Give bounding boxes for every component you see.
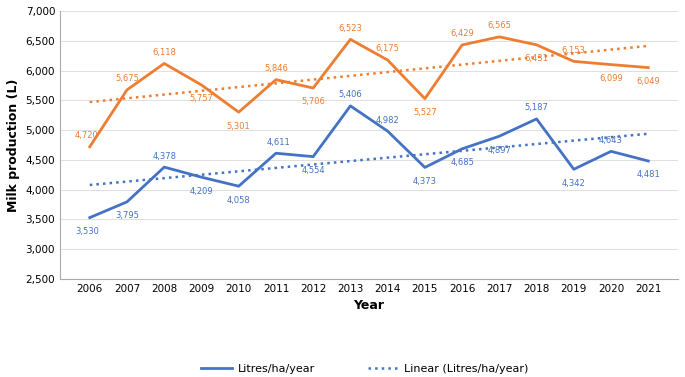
Linear (Litres/cow/year): [556, 52, 564, 57]
Litres/ha/year: [607, 149, 615, 153]
Litres/ha/year: [272, 151, 280, 155]
Text: 6,431: 6,431: [525, 54, 549, 63]
Text: 5,675: 5,675: [115, 74, 139, 83]
Text: 6,118: 6,118: [152, 48, 176, 57]
Text: 4,611: 4,611: [267, 138, 290, 147]
Line: Linear (Litres/ha/year): Linear (Litres/ha/year): [90, 134, 648, 185]
Text: 4,481: 4,481: [636, 170, 660, 179]
Litres/cow/year: [644, 65, 652, 70]
Line: Litres/cow/year: Litres/cow/year: [90, 37, 648, 147]
Text: 4,720: 4,720: [75, 131, 99, 140]
Linear (Litres/ha/year): [556, 139, 564, 144]
Legend: Litres/ha/year, Litres/cow/year, Linear (Litres/ha/year), Linear (Litres/cow/yea: Litres/ha/year, Litres/cow/year, Linear …: [197, 360, 541, 377]
Linear (Litres/ha/year): [86, 183, 94, 187]
Litres/cow/year: [197, 83, 205, 87]
Y-axis label: Milk production (L): Milk production (L): [7, 78, 20, 211]
Text: 6,523: 6,523: [338, 24, 362, 33]
Text: 5,706: 5,706: [301, 97, 325, 106]
Linear (Litres/ha/year): [88, 182, 96, 187]
Litres/ha/year: [234, 184, 242, 188]
Line: Litres/ha/year: Litres/ha/year: [90, 106, 648, 218]
Litres/cow/year: [234, 110, 242, 114]
Litres/cow/year: [384, 58, 392, 62]
Text: 6,429: 6,429: [450, 29, 474, 38]
Litres/cow/year: [86, 144, 94, 149]
Litres/cow/year: [123, 87, 131, 92]
Litres/ha/year: [458, 147, 466, 151]
Litres/cow/year: [458, 43, 466, 47]
Text: 3,530: 3,530: [75, 227, 99, 236]
Litres/cow/year: [532, 43, 540, 47]
Text: 5,846: 5,846: [264, 64, 288, 73]
Litres/cow/year: [309, 86, 317, 90]
Linear (Litres/ha/year): [592, 136, 600, 141]
Litres/ha/year: [495, 134, 503, 138]
Text: 6,565: 6,565: [488, 21, 511, 30]
Linear (Litres/ha/year): [427, 152, 436, 156]
Line: Linear (Litres/cow/year): Linear (Litres/cow/year): [90, 46, 648, 102]
Linear (Litres/cow/year): [644, 44, 652, 48]
Text: 4,982: 4,982: [376, 115, 399, 124]
Linear (Litres/cow/year): [592, 49, 600, 54]
Text: 4,897: 4,897: [488, 146, 511, 155]
Litres/ha/year: [309, 154, 317, 159]
Litres/ha/year: [421, 165, 429, 170]
Linear (Litres/ha/year): [418, 152, 426, 157]
Litres/ha/year: [532, 116, 540, 121]
Text: 4,378: 4,378: [152, 152, 176, 161]
Linear (Litres/ha/year): [416, 152, 425, 157]
Litres/ha/year: [197, 175, 205, 179]
Text: 4,685: 4,685: [450, 158, 474, 167]
Text: 6,049: 6,049: [636, 77, 660, 86]
Linear (Litres/ha/year): [644, 132, 652, 136]
Text: 5,301: 5,301: [227, 121, 251, 130]
Text: 4,554: 4,554: [301, 166, 325, 175]
Litres/cow/year: [495, 35, 503, 39]
Text: 4,342: 4,342: [562, 179, 586, 188]
Text: 3,795: 3,795: [115, 211, 139, 220]
Text: 6,175: 6,175: [375, 44, 399, 54]
Linear (Litres/cow/year): [427, 65, 436, 70]
Litres/ha/year: [644, 159, 652, 163]
Text: 6,099: 6,099: [599, 74, 623, 83]
Linear (Litres/cow/year): [418, 66, 426, 71]
Linear (Litres/cow/year): [416, 66, 425, 71]
Litres/cow/year: [347, 37, 355, 41]
Text: 5,406: 5,406: [338, 90, 362, 99]
Text: 5,527: 5,527: [413, 108, 437, 117]
Litres/ha/year: [347, 104, 355, 108]
Litres/ha/year: [123, 199, 131, 204]
Text: 5,187: 5,187: [525, 103, 549, 112]
X-axis label: Year: Year: [353, 299, 384, 313]
Text: 5,757: 5,757: [190, 94, 214, 103]
Litres/ha/year: [86, 215, 94, 220]
Text: 4,209: 4,209: [190, 187, 213, 196]
Text: 4,058: 4,058: [227, 196, 251, 205]
Text: 6,153: 6,153: [562, 46, 586, 55]
Text: 4,373: 4,373: [413, 177, 437, 186]
Litres/ha/year: [570, 167, 578, 172]
Litres/ha/year: [384, 129, 392, 133]
Linear (Litres/cow/year): [88, 100, 96, 104]
Litres/cow/year: [570, 59, 578, 64]
Litres/cow/year: [421, 97, 429, 101]
Litres/cow/year: [160, 61, 169, 66]
Litres/ha/year: [160, 165, 169, 169]
Litres/cow/year: [272, 77, 280, 82]
Linear (Litres/cow/year): [86, 100, 94, 104]
Text: 4,643: 4,643: [599, 136, 623, 145]
Litres/cow/year: [607, 62, 615, 67]
